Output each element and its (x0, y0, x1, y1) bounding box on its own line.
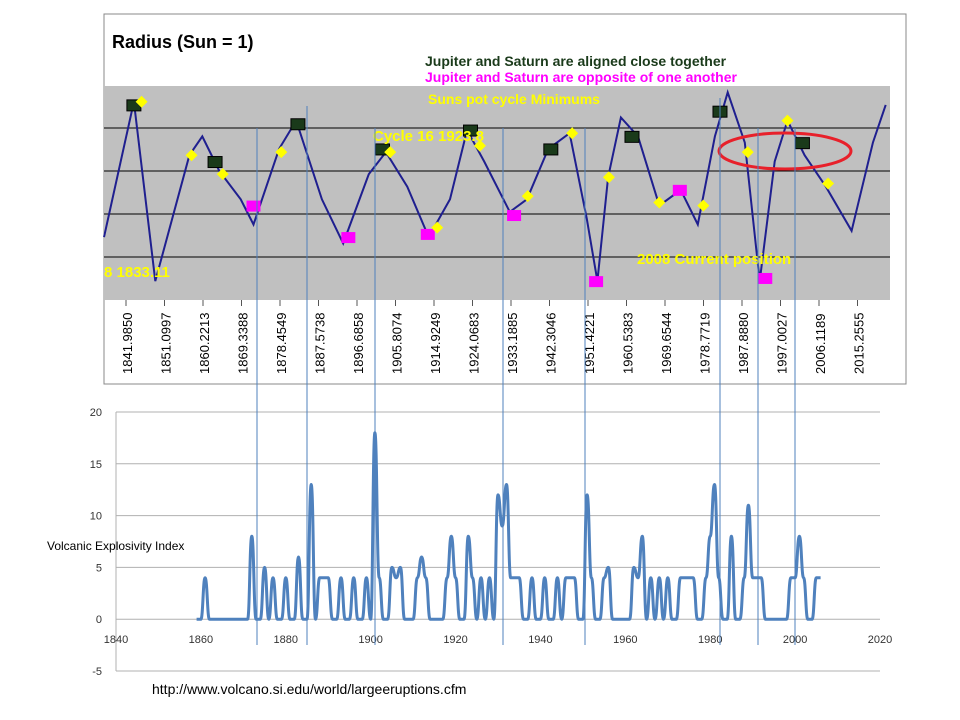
top-x-tick-label: 1987.8880 (736, 313, 751, 374)
opposite-marker (758, 272, 773, 284)
opposite-marker (341, 232, 356, 244)
bottom-y-tick-labels: -5 0 5 10 15 20 (90, 407, 102, 678)
top-x-tick-label: 1887.5738 (313, 313, 328, 374)
minimum-marker (653, 196, 666, 209)
bottom-y-axis-label: Volcanic Explosivity Index (47, 539, 184, 553)
top-x-tick-label: 1951.4221 (582, 313, 597, 374)
top-x-tick-label: 1860.2213 (197, 313, 212, 374)
minimum-marker (566, 127, 579, 140)
bottom-x-tick-label: 1860 (189, 634, 213, 646)
legend-minimums-label: Suns pot cycle Minimums (428, 91, 600, 107)
current-position-circle (717, 131, 853, 171)
alignment-connector-lines (256, 98, 796, 645)
cycle16-annotation: Cycle 16 1923.8 (373, 128, 484, 145)
minimum-marker (135, 95, 148, 108)
vei-series-line (196, 431, 821, 621)
minimum-marker (781, 114, 794, 127)
bottom-x-tick-labels: 1840 1860 1880 1900 1920 1940 1960 1980 2000 2020 (104, 634, 892, 646)
minimum-marker (384, 146, 397, 159)
top-x-tick-label: 1914.9249 (428, 313, 443, 374)
minimum-marker (521, 190, 534, 203)
minimum-marker (602, 171, 615, 184)
minimum-marker (473, 139, 486, 152)
top-x-tick-label: 1841.9850 (120, 313, 135, 374)
aligned-marker (207, 156, 223, 169)
bottom-y-tick-label: 5 (96, 562, 102, 574)
minimum-marker (185, 149, 198, 162)
opposite-marker (672, 184, 687, 196)
top-gridlines (104, 127, 890, 258)
top-x-tick-label: 1878.4549 (274, 313, 289, 374)
bottom-x-tick-label: 1960 (613, 634, 637, 646)
top-markers (126, 95, 835, 288)
top-x-tick-label: 1960.5383 (621, 313, 636, 374)
aligned-marker (794, 137, 810, 150)
top-x-tick-label: 1869.3388 (236, 313, 251, 374)
bottom-x-tick-label: 1900 (358, 634, 382, 646)
minimum-marker (697, 199, 710, 212)
bottom-y-tick-label: 20 (90, 407, 102, 419)
legend-aligned-label: Jupiter and Saturn are aligned close tog… (425, 53, 727, 69)
bottom-x-tick-label: 1980 (698, 634, 722, 646)
bottom-x-tick-label: 1920 (443, 634, 467, 646)
aligned-marker (463, 124, 479, 137)
aligned-marker (624, 130, 640, 143)
bottom-y-tick-label: 0 (96, 614, 102, 626)
bottom-x-tick-label: 1940 (528, 634, 552, 646)
top-x-tick-label: 1969.6544 (659, 313, 674, 374)
opposite-marker (507, 210, 522, 222)
minimum-marker (822, 177, 835, 190)
aligned-marker (290, 118, 306, 131)
minimum-marker (741, 146, 754, 159)
bottom-y-tick-label: 15 (90, 459, 102, 471)
radius-curve (103, 88, 887, 282)
top-x-tick-label: 1905.8074 (390, 313, 405, 374)
legend-opposite-label: Jupiter and Saturn are opposite of one a… (425, 69, 737, 85)
left-cut-annotation: 8 1833.11 (104, 264, 170, 281)
volcanic-explosivity-chart: -5 0 5 10 15 20 1840 1860 1880 1900 1920 1940 1960 1… (47, 407, 892, 678)
top-x-tick-label: 1997.0027 (775, 313, 790, 374)
bottom-gridlines (115, 411, 880, 672)
source-url[interactable]: http://www.volcano.si.edu/world/largeeru… (152, 681, 467, 697)
minimum-marker (216, 168, 229, 181)
opposite-marker (589, 276, 604, 288)
top-x-tick-labels: 1841.9850 1851.0997 1860.2213 1869.3388 1878… (120, 300, 867, 374)
current-position-annotation: 2008 Current position (637, 251, 791, 268)
top-x-tick-label: 2015.2555 (852, 313, 867, 374)
orbital-alignment-chart: Radius (Sun = 1) Jupiter and Saturn are … (103, 13, 907, 385)
opposite-marker (420, 228, 435, 240)
top-chart-title: Radius (Sun = 1) (112, 32, 254, 52)
bottom-y-tick-label: 10 (90, 511, 102, 523)
bottom-y-tick-label: -5 (92, 666, 102, 678)
top-x-tick-label: 1851.0997 (159, 313, 174, 374)
top-x-tick-label: 1896.6858 (351, 313, 366, 374)
top-x-tick-label: 1933.1885 (505, 313, 520, 374)
top-x-tick-label: 1942.3046 (544, 313, 559, 374)
top-x-tick-label: 1978.7719 (698, 313, 713, 374)
minimum-marker (275, 146, 288, 159)
minimum-marker (431, 221, 444, 234)
bottom-x-tick-label: 2020 (868, 634, 892, 646)
aligned-marker (543, 143, 559, 156)
bottom-x-tick-label: 1840 (104, 634, 128, 646)
opposite-marker (246, 200, 261, 212)
top-x-tick-label: 1924.0683 (467, 313, 482, 374)
top-x-tick-label: 2006.1189 (813, 314, 828, 375)
bottom-x-tick-label: 1880 (274, 634, 298, 646)
